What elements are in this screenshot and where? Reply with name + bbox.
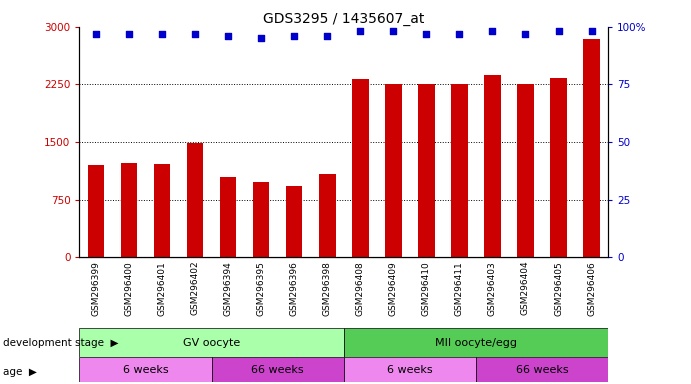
Text: GSM296394: GSM296394 bbox=[224, 261, 233, 316]
Bar bbox=[518, 84, 533, 257]
Text: GSM296409: GSM296409 bbox=[389, 261, 398, 316]
Text: GSM296403: GSM296403 bbox=[488, 261, 497, 316]
Text: GSM296396: GSM296396 bbox=[290, 261, 299, 316]
Point bbox=[256, 35, 267, 41]
Point bbox=[157, 31, 168, 37]
Bar bbox=[220, 177, 236, 257]
Text: GV oocyte: GV oocyte bbox=[183, 338, 240, 348]
Point bbox=[586, 28, 597, 35]
Text: 66 weeks: 66 weeks bbox=[515, 364, 568, 375]
Point bbox=[189, 31, 200, 37]
Point bbox=[454, 31, 465, 37]
Bar bbox=[344, 357, 476, 382]
Point bbox=[124, 31, 135, 37]
Title: GDS3295 / 1435607_at: GDS3295 / 1435607_at bbox=[263, 12, 424, 26]
Text: 6 weeks: 6 weeks bbox=[387, 364, 433, 375]
Bar bbox=[286, 186, 303, 257]
Bar bbox=[211, 357, 344, 382]
Point bbox=[289, 33, 300, 39]
Text: GSM296401: GSM296401 bbox=[158, 261, 167, 316]
Point bbox=[354, 28, 366, 35]
Text: GSM296395: GSM296395 bbox=[256, 261, 265, 316]
Text: GSM296408: GSM296408 bbox=[356, 261, 365, 316]
Bar bbox=[79, 328, 344, 357]
Bar bbox=[476, 357, 608, 382]
Bar bbox=[253, 182, 269, 257]
Bar bbox=[121, 163, 138, 257]
Point bbox=[520, 31, 531, 37]
Text: GSM296405: GSM296405 bbox=[554, 261, 563, 316]
Point bbox=[322, 33, 333, 39]
Text: MII oocyte/egg: MII oocyte/egg bbox=[435, 338, 517, 348]
Bar bbox=[79, 357, 211, 382]
Bar bbox=[550, 78, 567, 257]
Text: GSM296410: GSM296410 bbox=[422, 261, 431, 316]
Bar bbox=[344, 328, 608, 357]
Point bbox=[553, 28, 564, 35]
Bar bbox=[385, 84, 401, 257]
Text: GSM296400: GSM296400 bbox=[124, 261, 133, 316]
Point bbox=[223, 33, 234, 39]
Text: GSM296404: GSM296404 bbox=[521, 261, 530, 316]
Bar bbox=[187, 143, 203, 257]
Bar bbox=[88, 165, 104, 257]
Text: GSM296399: GSM296399 bbox=[91, 261, 100, 316]
Bar bbox=[451, 84, 468, 257]
Bar bbox=[418, 84, 435, 257]
Bar bbox=[484, 75, 501, 257]
Point bbox=[91, 31, 102, 37]
Bar bbox=[352, 79, 368, 257]
Text: 6 weeks: 6 weeks bbox=[123, 364, 169, 375]
Point bbox=[421, 31, 432, 37]
Text: development stage  ▶: development stage ▶ bbox=[3, 338, 119, 348]
Point bbox=[388, 28, 399, 35]
Text: GSM296411: GSM296411 bbox=[455, 261, 464, 316]
Text: GSM296402: GSM296402 bbox=[191, 261, 200, 316]
Text: age  ▶: age ▶ bbox=[3, 366, 37, 377]
Text: GSM296406: GSM296406 bbox=[587, 261, 596, 316]
Bar bbox=[319, 174, 336, 257]
Point bbox=[487, 28, 498, 35]
Text: GSM296398: GSM296398 bbox=[323, 261, 332, 316]
Text: 66 weeks: 66 weeks bbox=[252, 364, 304, 375]
Bar bbox=[583, 39, 600, 257]
Bar bbox=[154, 164, 170, 257]
